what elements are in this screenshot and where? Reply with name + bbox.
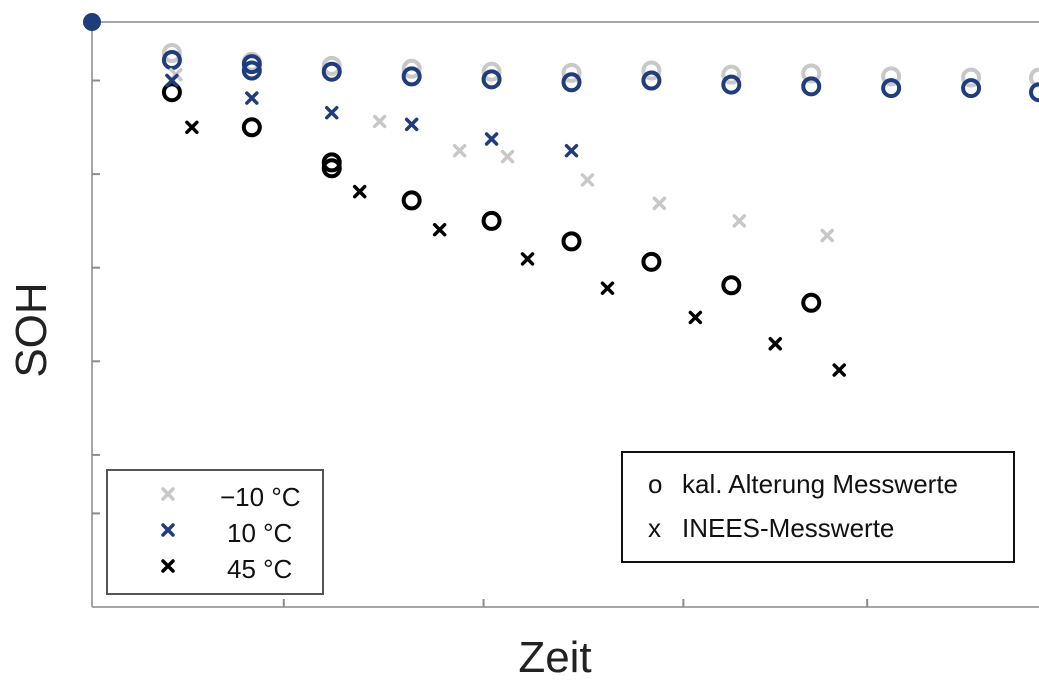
- data-point-series-5-7: [832, 363, 846, 377]
- data-point-series-0-10: [961, 67, 982, 88]
- data-point-series-1-2: [241, 60, 262, 81]
- temperature-legend-markers: [161, 487, 175, 573]
- data-point-series-3-3: [500, 149, 515, 164]
- data-point-series-3-2: [452, 143, 467, 158]
- legend-temp-label-0: −10 °C: [220, 482, 301, 512]
- data-point-series-0-7: [721, 64, 742, 85]
- data-point-series-0-0: [161, 43, 182, 64]
- data-point-series-3-7: [820, 228, 834, 243]
- legend-temp-label-2: 45 °C: [227, 554, 292, 584]
- temperature-legend-box: [106, 469, 324, 595]
- legend-source-symbol-1: x: [648, 513, 661, 543]
- data-point-series-4-4: [484, 132, 499, 146]
- data-point-series-2-1: [241, 117, 262, 138]
- data-point-series-4-0: [165, 73, 179, 88]
- data-point-series-0-4: [481, 61, 502, 82]
- data-point-series-5-3: [520, 252, 535, 266]
- data-point-series-2-4: [401, 190, 422, 211]
- data-point-series-2-7: [641, 251, 662, 272]
- axis-ticks: [92, 79, 869, 607]
- data-point-series-4-3: [404, 117, 419, 132]
- data-point-series-1-5: [481, 69, 502, 90]
- data-point-series-1-10: [881, 78, 902, 99]
- data-point-series-1-6: [561, 72, 582, 93]
- data-point-series-1-0: [161, 50, 182, 71]
- data-point-series-1-7: [641, 70, 662, 91]
- data-markers: [161, 43, 1039, 377]
- data-point-series-3-1: [372, 114, 387, 129]
- data-point-series-5-4: [600, 281, 615, 295]
- data-point-series-1-1: [241, 54, 262, 75]
- data-point-series-1-9: [801, 76, 822, 97]
- legend-source-label-0: kal. Alterung Messwerte: [682, 469, 958, 499]
- data-point-series-0-11: [1029, 67, 1039, 88]
- data-point-series-2-0: [161, 82, 182, 103]
- data-point-series-4-5: [564, 143, 579, 158]
- data-point-series-2-8: [721, 275, 742, 296]
- data-point-series-5-1: [352, 184, 367, 199]
- data-point-series-0-3: [401, 58, 422, 79]
- data-point-series-1-11: [961, 78, 982, 99]
- data-point-series-5-6: [768, 337, 783, 351]
- data-point-series-2-9: [801, 292, 822, 313]
- data-point-series-5-5: [688, 310, 703, 325]
- data-point-series-2-6: [561, 231, 582, 252]
- data-point-series-2-5: [481, 210, 502, 231]
- data-point-series-4-1: [245, 91, 259, 105]
- source-legend: o kal. Alterung Messwerte x INEES-Messwe…: [621, 451, 1015, 563]
- data-point-series-2-3: [321, 158, 342, 179]
- data-point-series-0-8: [801, 63, 822, 84]
- data-point-series-0-9: [881, 66, 902, 87]
- axes: [83, 13, 1039, 608]
- legend-source-label-1: INEES-Messwerte: [682, 513, 894, 543]
- legend-temp-marker-0: [161, 487, 175, 501]
- legend-temp-label-1: 10 °C: [227, 518, 292, 548]
- legend-temp-marker-2: [161, 559, 175, 573]
- x-axis-label: Zeit: [518, 633, 591, 682]
- data-point-series-4-2: [324, 105, 339, 120]
- axis-origin-dot: [83, 13, 101, 31]
- temperature-legend: −10 °C 10 °C 45 °C: [106, 469, 324, 595]
- data-point-series-3-4: [580, 173, 595, 187]
- source-legend-box: [621, 451, 1015, 563]
- legend-source-symbol-0: o: [648, 469, 662, 499]
- data-point-series-0-6: [641, 60, 662, 81]
- data-point-series-1-12: [1029, 82, 1039, 103]
- data-point-series-1-3: [321, 61, 342, 82]
- data-point-series-3-6: [732, 214, 747, 228]
- data-point-series-1-8: [721, 74, 742, 95]
- data-point-series-1-4: [401, 66, 422, 87]
- data-point-series-5-0: [185, 120, 199, 135]
- data-point-series-5-2: [432, 222, 447, 237]
- legend-temp-marker-1: [161, 523, 175, 537]
- data-point-series-0-5: [561, 62, 582, 83]
- y-axis-label: SOH: [7, 282, 56, 377]
- data-point-series-3-5: [652, 196, 667, 211]
